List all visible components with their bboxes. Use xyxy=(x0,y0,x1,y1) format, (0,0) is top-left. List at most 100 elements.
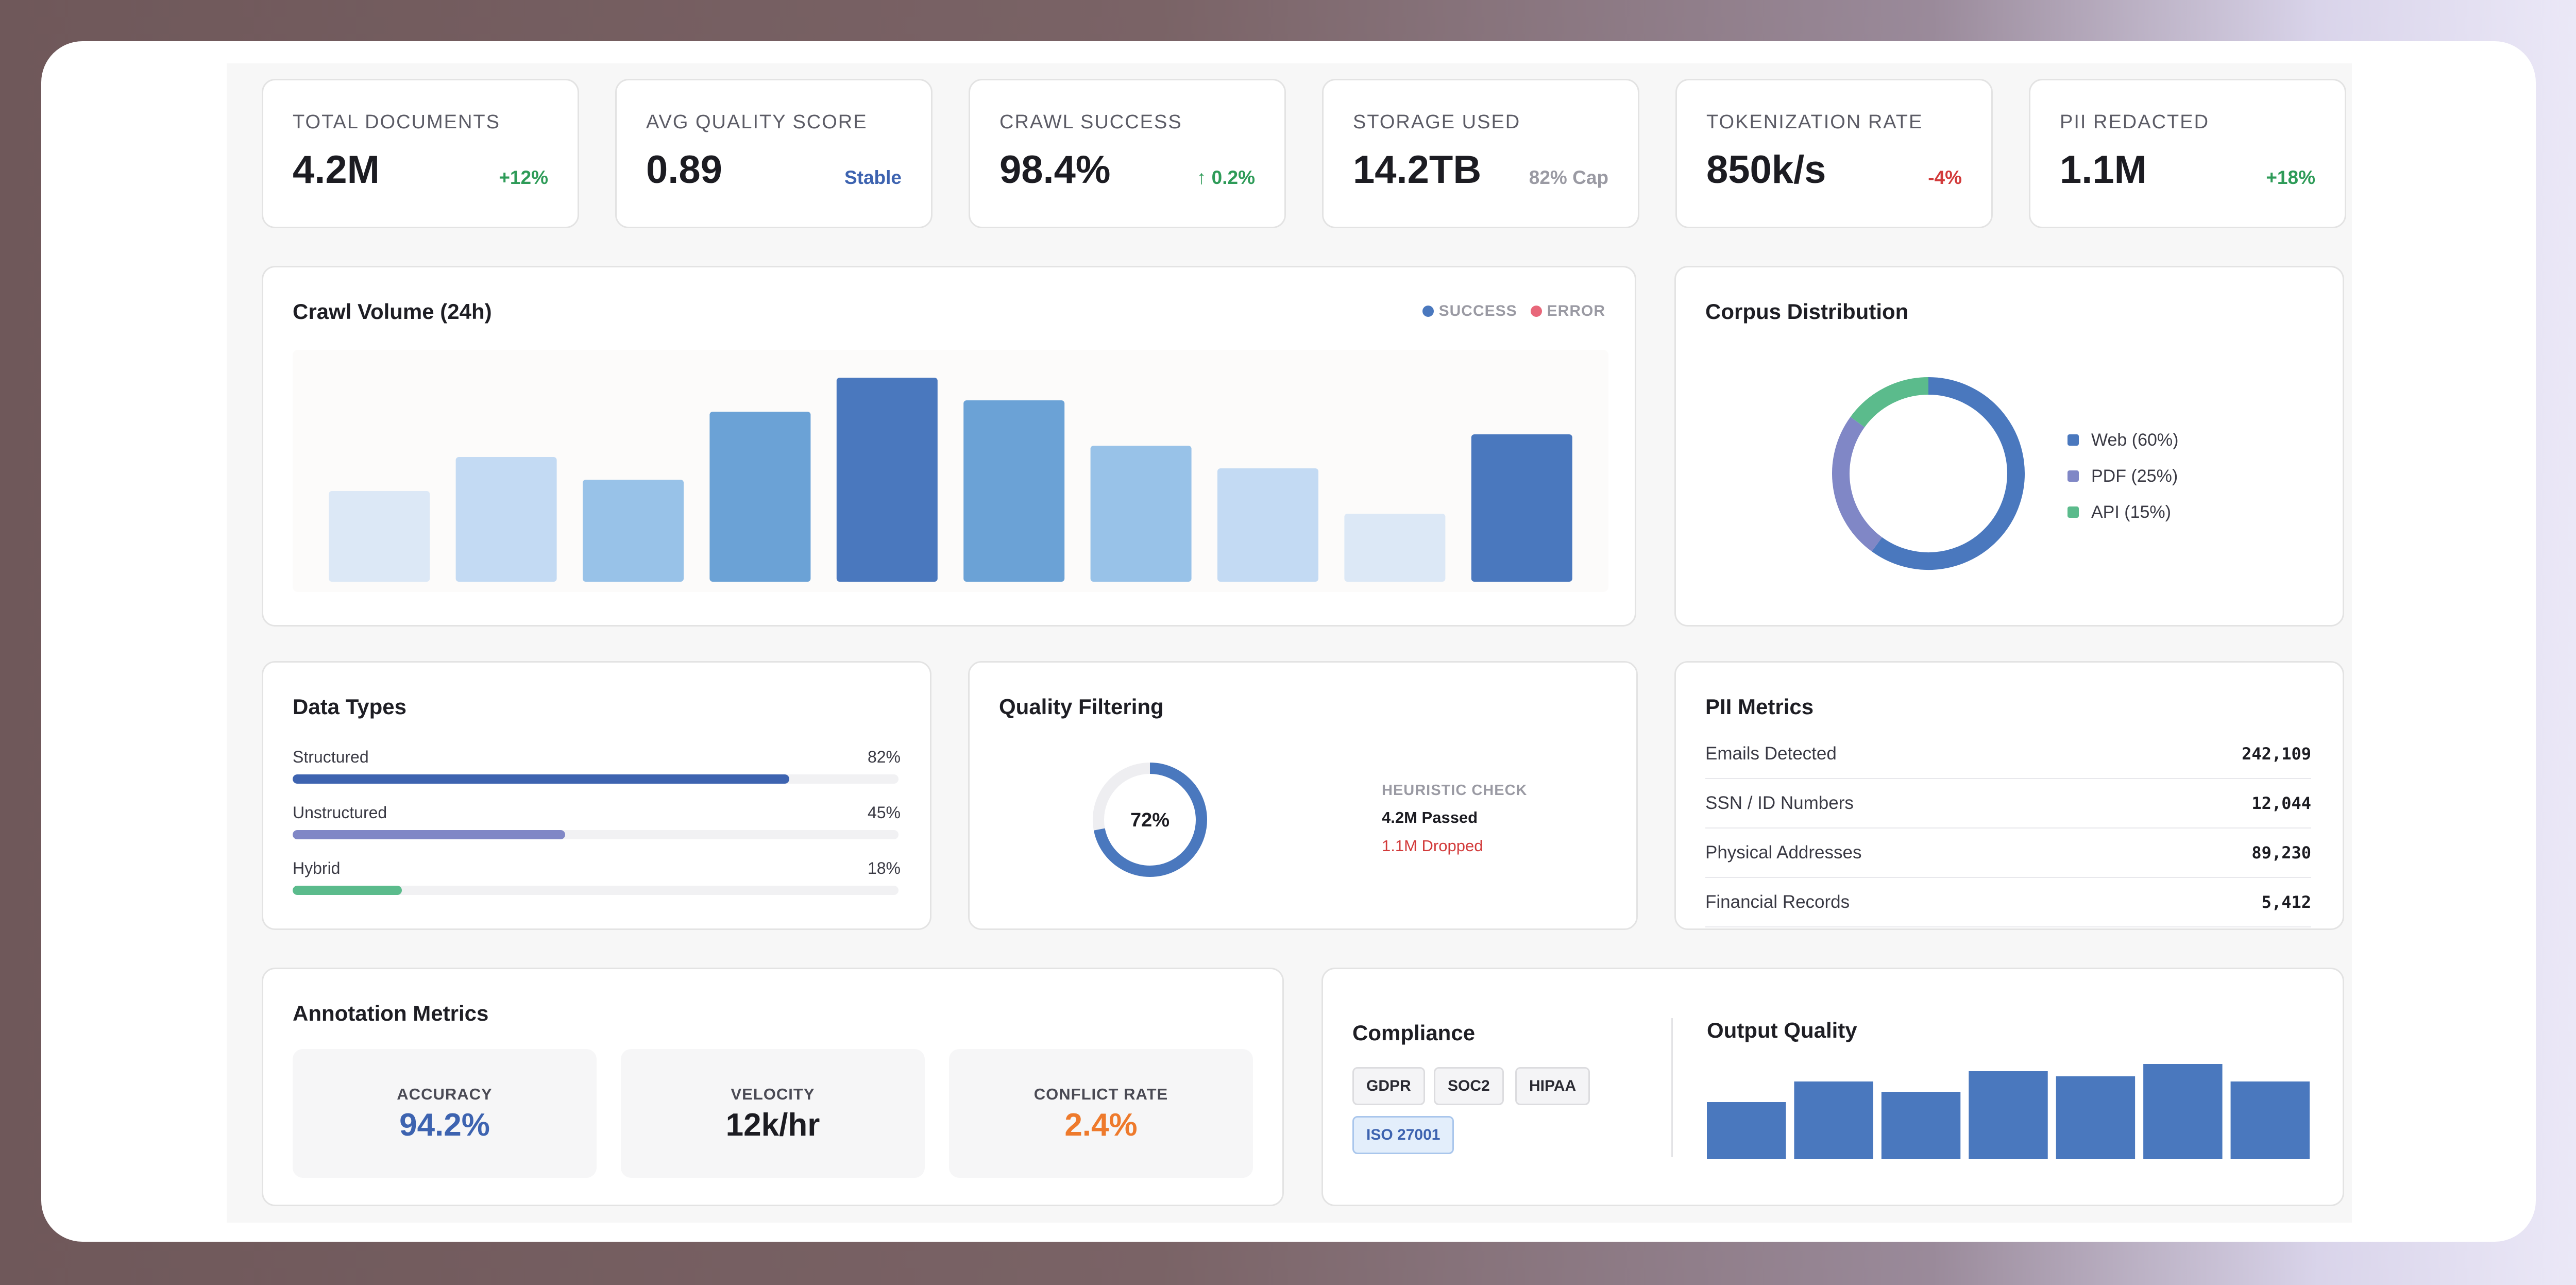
heuristic-check-label: HEURISTIC CHECK xyxy=(1382,782,1528,799)
output-quality-bar xyxy=(2230,1081,2310,1159)
pii-metric-value: 89,230 xyxy=(2251,843,2311,863)
donut-slice xyxy=(1832,417,1883,552)
kpi-delta: 82% Cap xyxy=(1529,167,1608,188)
corpus-distribution-card: Corpus Distribution Web (60%) PDF (25%) AP… xyxy=(1674,266,2344,627)
annotation-metric-label: ACCURACY xyxy=(397,1085,493,1103)
kpi-card: PII REDACTED 1.1M +18% xyxy=(2029,79,2346,228)
output-quality-bar xyxy=(1794,1081,1873,1159)
crawl-bar xyxy=(709,412,811,582)
pii-metrics-title: PII Metrics xyxy=(1705,695,1814,719)
kpi-card: CRAWL SUCCESS 98.4% ↑ 0.2% xyxy=(969,79,1286,228)
data-type-bar-track xyxy=(293,774,899,784)
pii-metric-value: 5,412 xyxy=(2261,892,2311,912)
legend-swatch xyxy=(2067,506,2079,518)
pii-metric-label: SSN / ID Numbers xyxy=(1705,793,1854,813)
legend-label: Web (60%) xyxy=(2091,430,2179,450)
annotation-metric-value: 2.4% xyxy=(1064,1107,1138,1143)
data-type-percent: 18% xyxy=(867,859,901,877)
annotation-metrics-card: Annotation Metrics ACCURACY 94.2% VELOCITY… xyxy=(262,968,1284,1206)
data-type-percent: 82% xyxy=(867,748,901,766)
annotation-metric-label: CONFLICT RATE xyxy=(1033,1085,1168,1103)
crawl-bar xyxy=(583,480,684,582)
legend-label: PDF (25%) xyxy=(2091,466,2178,486)
annotation-metric-value: 12k/hr xyxy=(725,1107,820,1143)
data-type-bar-track xyxy=(293,886,899,895)
kpi-delta: -4% xyxy=(1928,167,1962,188)
legend-success-label: SUCCESS xyxy=(1438,302,1517,319)
badge-hipaa: HIPAA xyxy=(1515,1067,1590,1105)
corpus-donut-chart xyxy=(1832,377,2025,570)
data-type-label: Structured xyxy=(293,748,369,766)
output-quality-chart xyxy=(1707,1064,2310,1159)
kpi-card: AVG QUALITY SCORE 0.89 Stable xyxy=(615,79,933,228)
donut-slice xyxy=(1850,377,1929,428)
kpi-value: 98.4% xyxy=(999,148,1111,192)
output-quality-bar xyxy=(1881,1092,1961,1159)
data-type-bar-fill xyxy=(293,886,402,895)
quality-filtering-card: Quality Filtering 72% HEURISTIC CHECK 4.… xyxy=(968,661,1638,930)
kpi-value: 850k/s xyxy=(1706,148,1826,192)
data-type-bar-fill xyxy=(293,830,566,839)
kpi-value: 14.2TB xyxy=(1353,148,1482,192)
annotation-metric-box: CONFLICT RATE 2.4% xyxy=(949,1049,1253,1178)
crawl-volume-chart xyxy=(293,350,1608,592)
data-type-label: Hybrid xyxy=(293,859,341,877)
kpi-label: PII REDACTED xyxy=(2060,111,2210,133)
badge-soc2: SOC2 xyxy=(1434,1067,1504,1105)
kpi-delta: ↑ 0.2% xyxy=(1196,167,1255,188)
data-type-bar-track xyxy=(293,830,899,839)
quality-gauge xyxy=(1093,763,1207,877)
kpi-label: AVG QUALITY SCORE xyxy=(646,111,868,133)
annotation-metric-box: VELOCITY 12k/hr xyxy=(621,1049,925,1178)
legend-error-swatch xyxy=(1530,306,1542,317)
corpus-legend-item: API (15%) xyxy=(2067,494,2178,530)
kpi-label: CRAWL SUCCESS xyxy=(999,111,1182,133)
kpi-card: STORAGE USED 14.2TB 82% Cap xyxy=(1322,79,1639,228)
dropped-count: 1.1M Dropped xyxy=(1382,837,1483,855)
corpus-legend-item: PDF (25%) xyxy=(2067,458,2178,494)
data-types-title: Data Types xyxy=(293,695,406,719)
badge-gdpr: GDPR xyxy=(1352,1067,1425,1105)
compliance-divider xyxy=(1671,1018,1673,1157)
passed-count: 4.2M Passed xyxy=(1382,808,1478,826)
legend-error-label: ERROR xyxy=(1547,302,1605,319)
corpus-legend: Web (60%) PDF (25%) API (15%) xyxy=(2067,422,2178,530)
compliance-card: Compliance GDPR SOC2 HIPAA ISO 27001 Out… xyxy=(1321,968,2344,1206)
legend-swatch xyxy=(2067,434,2079,446)
kpi-delta: +12% xyxy=(499,167,548,188)
crawl-volume-title: Crawl Volume (24h) xyxy=(293,299,492,324)
legend-label: API (15%) xyxy=(2091,502,2171,522)
crawl-bar xyxy=(1090,446,1192,582)
kpi-value: 4.2M xyxy=(293,148,380,192)
output-quality-bar xyxy=(1969,1071,2048,1159)
pii-metric-value: 242,109 xyxy=(2242,744,2311,764)
data-type-percent: 45% xyxy=(867,803,901,822)
pii-metric-row: Emails Detected 242,109 xyxy=(1705,730,2311,779)
kpi-label: STORAGE USED xyxy=(1353,111,1521,133)
legend-swatch xyxy=(2067,470,2079,482)
crawl-bar xyxy=(1217,468,1318,582)
crawl-legend: SUCCESS ERROR xyxy=(1422,302,1605,320)
kpi-card: TOTAL DOCUMENTS 4.2M +12% xyxy=(262,79,579,228)
kpi-label: TOKENIZATION RATE xyxy=(1706,111,1923,133)
pii-metric-value: 12,044 xyxy=(2251,793,2311,813)
pii-metric-row: Financial Records 5,412 xyxy=(1705,878,2311,927)
gauge-fill xyxy=(1093,763,1207,877)
kpi-label: TOTAL DOCUMENTS xyxy=(293,111,500,133)
badge-iso-27001: ISO 27001 xyxy=(1352,1116,1454,1154)
annotation-metrics-title: Annotation Metrics xyxy=(293,1001,489,1025)
pii-metric-label: Physical Addresses xyxy=(1705,842,1862,863)
data-type-label: Unstructured xyxy=(293,803,387,822)
quality-gauge-label: 72% xyxy=(1130,809,1170,831)
output-quality-bar xyxy=(1707,1102,1786,1159)
kpi-value: 1.1M xyxy=(2060,148,2147,192)
pii-metric-label: Emails Detected xyxy=(1705,743,1837,764)
crawl-volume-card: Crawl Volume (24h) SUCCESS ERROR xyxy=(262,266,1636,627)
donut-slice xyxy=(1872,377,2025,570)
crawl-bar xyxy=(1344,514,1446,582)
output-quality-bar xyxy=(2143,1064,2223,1159)
pii-metric-row: SSN / ID Numbers 12,044 xyxy=(1705,779,2311,829)
pii-metric-label: Financial Records xyxy=(1705,892,1850,912)
output-quality-title: Output Quality xyxy=(1707,1018,1857,1042)
annotation-metric-value: 94.2% xyxy=(399,1107,490,1143)
